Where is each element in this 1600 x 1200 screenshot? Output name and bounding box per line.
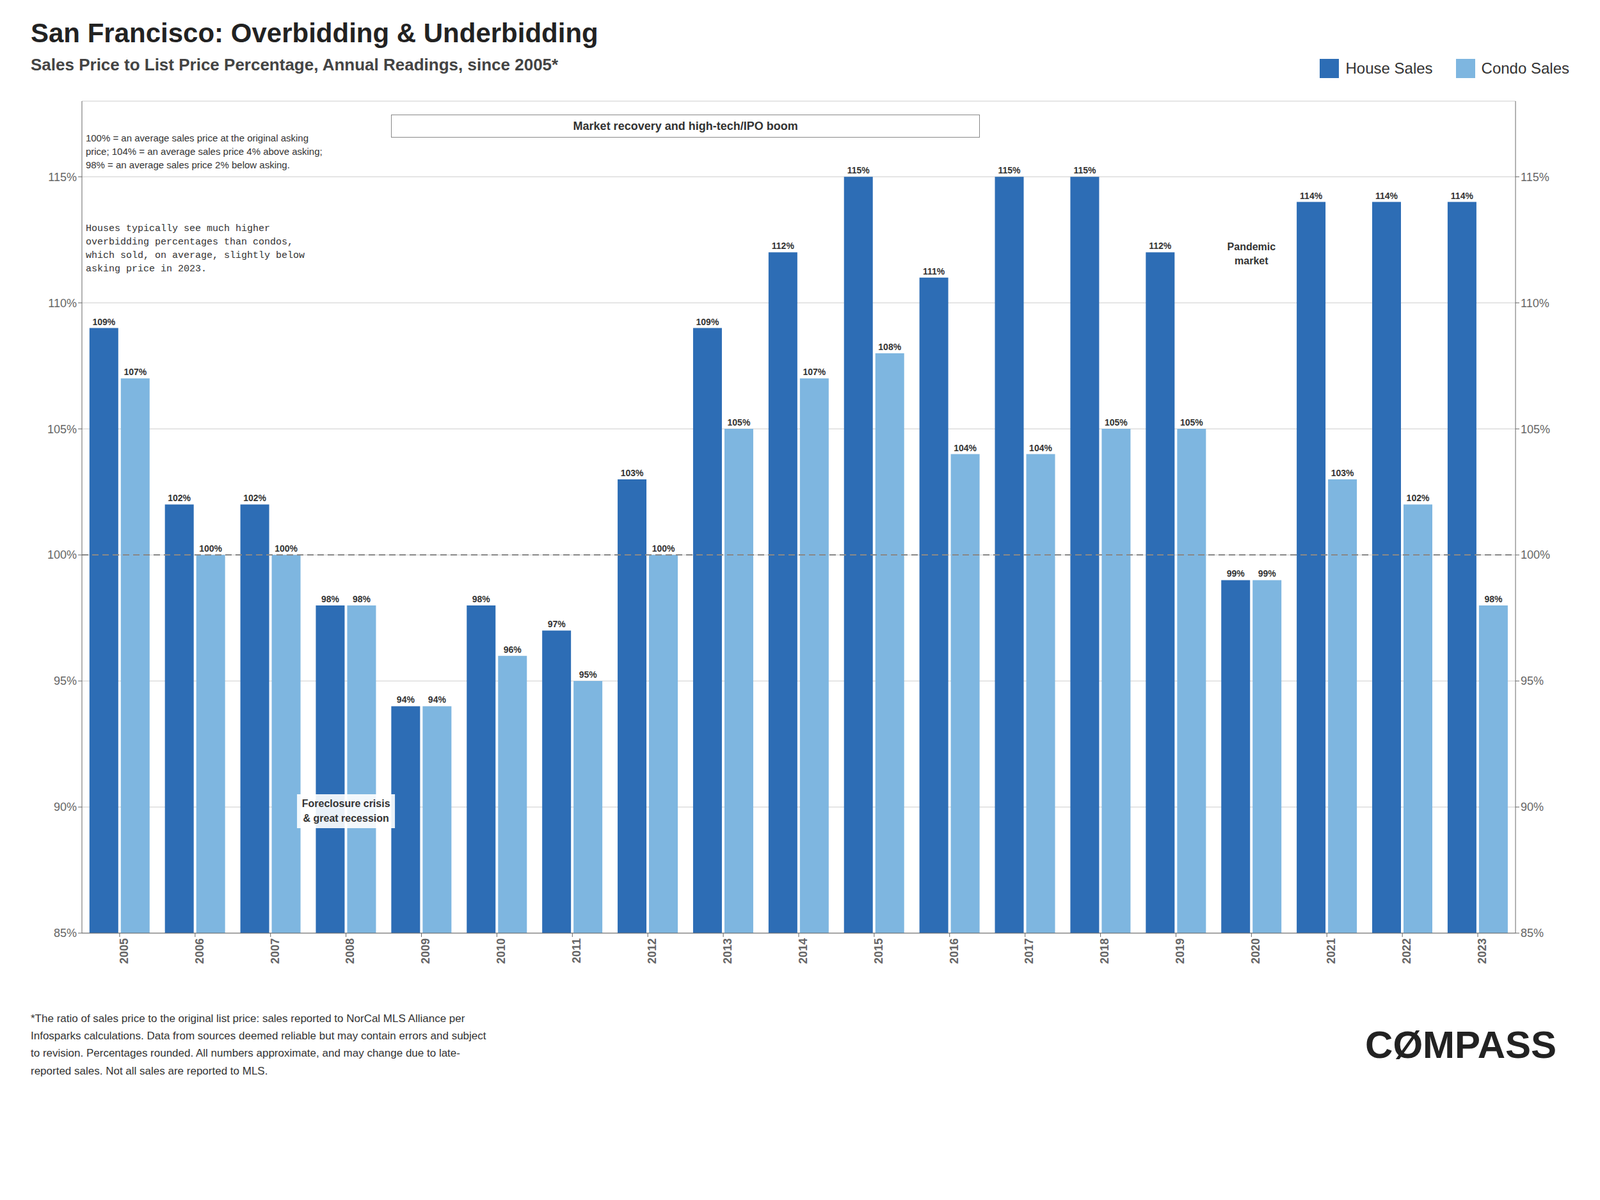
html-text:San Francisco: Overbidding & U: San Francisco: Overbidding & Underbiddin…: [30, 17, 599, 48]
svg-text:105%: 105%: [1180, 417, 1204, 428]
svg-text:2013: 2013: [721, 938, 735, 964]
svg-text:112%: 112%: [1148, 240, 1172, 251]
svg-text:103%: 103%: [1331, 467, 1355, 479]
svg-text:2016: 2016: [947, 938, 961, 964]
svg-text:90%: 90%: [53, 800, 77, 814]
html-text:Sales Price to List Price Perc: Sales Price to List Price Percentage, An…: [30, 55, 559, 75]
svg-text:85%: 85%: [53, 926, 77, 940]
svg-text:2009: 2009: [419, 938, 432, 964]
svg-text:107%: 107%: [802, 366, 826, 377]
svg-text:100%: 100%: [652, 543, 676, 554]
svg-text:111%: 111%: [922, 266, 946, 277]
svg-text:2006: 2006: [193, 938, 207, 964]
svg-text:90%: 90%: [1520, 800, 1544, 814]
svg-text:2015: 2015: [872, 938, 886, 964]
svg-text:110%: 110%: [1520, 296, 1550, 310]
svg-text:104%: 104%: [1029, 442, 1053, 454]
svg-text:102%: 102%: [167, 492, 191, 504]
html-text:Market recovery and high-tech/: Market recovery and high-tech/IPO boom: [573, 119, 798, 133]
svg-text:102%: 102%: [243, 492, 267, 504]
svg-text:94%: 94%: [396, 694, 416, 705]
svg-text:2007: 2007: [268, 938, 282, 964]
svg-text:2011: 2011: [570, 938, 584, 964]
svg-text:103%: 103%: [620, 467, 644, 479]
svg-text:2005: 2005: [117, 938, 131, 964]
svg-text:100%: 100%: [274, 543, 298, 554]
svg-text:104%: 104%: [953, 442, 977, 454]
svg-text:2012: 2012: [645, 938, 659, 964]
svg-text:115%: 115%: [1073, 165, 1097, 176]
svg-text:95%: 95%: [1520, 674, 1544, 688]
svg-text:98%: 98%: [1484, 593, 1503, 605]
html-text:Foreclosure crisis & great rec: Foreclosure crisis & great recession: [301, 798, 391, 824]
svg-text:2020: 2020: [1249, 938, 1263, 964]
svg-text:97%: 97%: [547, 618, 567, 630]
svg-text:115%: 115%: [998, 165, 1022, 176]
svg-text:112%: 112%: [771, 240, 795, 251]
svg-text:109%: 109%: [696, 316, 720, 328]
svg-text:95%: 95%: [579, 669, 598, 680]
svg-text:114%: 114%: [1299, 190, 1323, 201]
svg-text:2019: 2019: [1173, 938, 1187, 964]
svg-text:105%: 105%: [727, 417, 751, 428]
svg-text:115%: 115%: [48, 170, 77, 184]
html-text:*The ratio of sales price to t: *The ratio of sales price to the origina…: [30, 1012, 487, 1077]
svg-text:2023: 2023: [1475, 938, 1489, 964]
html-text:Pandemic market: Pandemic market: [1227, 241, 1276, 267]
svg-text:100%: 100%: [199, 543, 223, 554]
svg-text:2008: 2008: [343, 938, 357, 964]
svg-text:108%: 108%: [878, 341, 902, 352]
svg-text:105%: 105%: [1520, 423, 1551, 436]
svg-text:109%: 109%: [92, 316, 116, 328]
svg-text:105%: 105%: [1104, 417, 1128, 428]
svg-text:100%: 100%: [47, 548, 77, 562]
svg-text:2014: 2014: [796, 938, 810, 964]
svg-text:94%: 94%: [428, 694, 447, 705]
svg-text:115%: 115%: [1520, 170, 1550, 184]
html-text:House Sales: House Sales: [1345, 59, 1433, 77]
svg-text:2017: 2017: [1022, 938, 1036, 964]
svg-text:98%: 98%: [352, 593, 372, 605]
html-text:Houses typically see much high: Houses typically see much higher overbid…: [85, 223, 305, 275]
svg-text:2018: 2018: [1098, 938, 1112, 964]
svg-text:85%: 85%: [1520, 926, 1544, 940]
svg-text:107%: 107%: [123, 366, 147, 377]
svg-text:98%: 98%: [321, 593, 340, 605]
svg-text:95%: 95%: [53, 674, 77, 688]
svg-text:99%: 99%: [1258, 568, 1277, 579]
svg-text:115%: 115%: [847, 165, 871, 176]
svg-text:110%: 110%: [48, 296, 77, 310]
html-text:Condo Sales: Condo Sales: [1481, 59, 1570, 77]
svg-text:2010: 2010: [494, 938, 508, 964]
svg-text:102%: 102%: [1406, 492, 1430, 504]
svg-text:114%: 114%: [1375, 190, 1399, 201]
html-text:CØMPASS: CØMPASS: [1365, 1023, 1557, 1067]
svg-text:98%: 98%: [472, 593, 491, 605]
svg-text:100%: 100%: [1520, 548, 1551, 562]
svg-text:114%: 114%: [1450, 190, 1474, 201]
svg-text:2021: 2021: [1324, 938, 1338, 964]
svg-text:2022: 2022: [1400, 938, 1414, 964]
svg-text:99%: 99%: [1226, 568, 1246, 579]
html-text:100% = an average sales price: 100% = an average sales price at the ori…: [85, 132, 323, 171]
svg-text:105%: 105%: [47, 423, 77, 436]
svg-text:96%: 96%: [503, 644, 523, 655]
